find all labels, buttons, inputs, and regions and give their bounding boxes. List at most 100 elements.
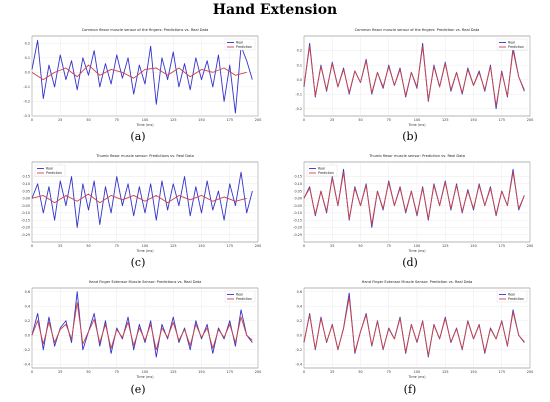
y-tick-label: -0.25 xyxy=(21,233,30,237)
chart-title: Hand Finger Extensor Muscle Sensor: Pred… xyxy=(89,280,202,284)
legend-box xyxy=(224,38,256,51)
legend-label: Prediction xyxy=(236,45,252,49)
caption-b: (b) xyxy=(402,130,418,143)
y-tick-label: -0.4 xyxy=(295,363,302,367)
x-tick-label: 125 xyxy=(170,118,176,122)
x-tick-label: 175 xyxy=(227,118,233,122)
x-axis-label: Time (ms) xyxy=(407,123,426,127)
y-tick-label: -0.10 xyxy=(293,211,302,215)
chart-svg-d: Thumb flexor muscle sensor: Prediction v… xyxy=(293,154,533,253)
y-tick-label: 0.00 xyxy=(294,197,302,201)
x-tick-label: 175 xyxy=(499,370,505,374)
x-tick-label: 50 xyxy=(86,118,90,122)
x-tick-label: 100 xyxy=(414,118,420,122)
x-tick-label: 100 xyxy=(142,370,148,374)
y-tick-label: -0.05 xyxy=(21,204,30,208)
chart-panel-e: Hand Finger Extensor Muscle Sensor: Pred… xyxy=(10,276,266,384)
series-line-prediction xyxy=(303,45,525,107)
x-tick-label: 50 xyxy=(358,118,362,122)
x-tick-label: 150 xyxy=(470,118,476,122)
legend-label: Prediction xyxy=(318,171,334,175)
y-tick-label: -0.4 xyxy=(23,363,30,367)
x-tick-label: 0 xyxy=(303,118,305,122)
x-tick-label: 125 xyxy=(442,244,448,248)
legend-label: Prediction xyxy=(508,45,524,49)
y-tick-label: -0.2 xyxy=(23,100,30,104)
y-tick-label: 0.1 xyxy=(25,56,30,60)
series-line-prediction xyxy=(31,193,247,204)
x-tick-label: 75 xyxy=(387,370,391,374)
y-tick-label: 0.0 xyxy=(297,78,302,82)
series-line-prediction xyxy=(303,171,525,226)
x-tick-label: 25 xyxy=(58,370,62,374)
legend-label: Real xyxy=(46,167,53,171)
x-axis-label: Time (ms) xyxy=(135,123,154,127)
chart-title: Common flexor muscle sensor of the finge… xyxy=(82,28,209,32)
x-tick-label: 200 xyxy=(527,244,533,248)
chart-title: Thumb flexor muscle sensor: Prediction v… xyxy=(368,154,465,158)
x-tick-label: 175 xyxy=(227,244,233,248)
y-tick-label: 0.0 xyxy=(25,333,30,337)
y-tick-label: 0.4 xyxy=(297,304,302,308)
x-tick-label: 25 xyxy=(58,118,62,122)
x-tick-label: 125 xyxy=(442,118,448,122)
y-tick-label: -0.1 xyxy=(23,85,30,89)
caption-e: (e) xyxy=(130,383,146,396)
y-tick-label: 0.00 xyxy=(22,197,30,201)
chart-panel-b: Common flexor muscle sensor of the finge… xyxy=(282,24,538,132)
x-tick-label: 100 xyxy=(142,244,148,248)
x-tick-label: 25 xyxy=(330,244,334,248)
y-tick-label: 0.2 xyxy=(297,319,302,323)
x-tick-label: 25 xyxy=(330,370,334,374)
y-tick-label: 0.4 xyxy=(25,304,30,308)
y-tick-label: 0.2 xyxy=(297,49,302,53)
chart-title: Thumb flexor muscle sensor: Predictions … xyxy=(95,154,194,158)
legend-box xyxy=(34,164,66,177)
x-tick-label: 175 xyxy=(227,370,233,374)
y-tick-label: -0.2 xyxy=(23,348,30,352)
x-tick-label: 75 xyxy=(115,370,119,374)
series-line-prediction xyxy=(31,64,247,81)
y-tick-label: 0.6 xyxy=(25,290,30,294)
y-tick-label: 0.0 xyxy=(297,333,302,337)
x-tick-label: 200 xyxy=(527,118,533,122)
y-tick-label: -0.2 xyxy=(295,107,302,111)
chart-title: Common flexor muscle sensor of the finge… xyxy=(355,28,480,32)
y-tick-label: 0.2 xyxy=(25,319,30,323)
y-tick-label: 0.0 xyxy=(25,71,30,75)
y-tick-label: 0.10 xyxy=(294,182,302,186)
y-tick-label: -0.20 xyxy=(293,226,302,230)
x-tick-label: 0 xyxy=(31,118,33,122)
x-tick-label: 100 xyxy=(414,244,420,248)
x-tick-label: 75 xyxy=(387,118,391,122)
x-tick-label: 200 xyxy=(255,118,261,122)
caption-d: (d) xyxy=(402,256,418,269)
x-tick-label: 125 xyxy=(170,244,176,248)
chart-title: Hand Finger Extensor Muscle Sensor: Pred… xyxy=(362,280,473,284)
legend-box xyxy=(224,290,256,303)
chart-panel-d: Thumb flexor muscle sensor: Prediction v… xyxy=(282,150,538,258)
x-tick-label: 25 xyxy=(330,118,334,122)
legend-box xyxy=(496,290,528,303)
x-tick-label: 150 xyxy=(470,244,476,248)
x-tick-label: 50 xyxy=(358,244,362,248)
y-tick-label: -0.15 xyxy=(293,218,302,222)
y-tick-label: 0.15 xyxy=(294,175,302,179)
x-tick-label: 200 xyxy=(527,370,533,374)
x-tick-label: 175 xyxy=(499,118,505,122)
y-tick-label: 0.2 xyxy=(25,41,30,45)
y-tick-label: -0.05 xyxy=(293,204,302,208)
y-tick-label: -0.1 xyxy=(295,92,302,96)
y-tick-label: 0.1 xyxy=(297,63,302,67)
x-tick-label: 75 xyxy=(115,244,119,248)
chart-svg-e: Hand Finger Extensor Muscle Sensor: Pred… xyxy=(23,280,261,379)
x-axis-label: Time (ms) xyxy=(407,375,426,379)
y-tick-label: -0.10 xyxy=(21,211,30,215)
y-tick-label: -0.25 xyxy=(293,233,302,237)
x-axis-label: Time (ms) xyxy=(135,249,154,253)
x-tick-label: 175 xyxy=(499,244,505,248)
y-tick-label: 0.15 xyxy=(22,175,30,179)
legend-label: Real xyxy=(318,167,325,171)
x-tick-label: 0 xyxy=(303,244,305,248)
caption-f: (f) xyxy=(403,383,417,396)
